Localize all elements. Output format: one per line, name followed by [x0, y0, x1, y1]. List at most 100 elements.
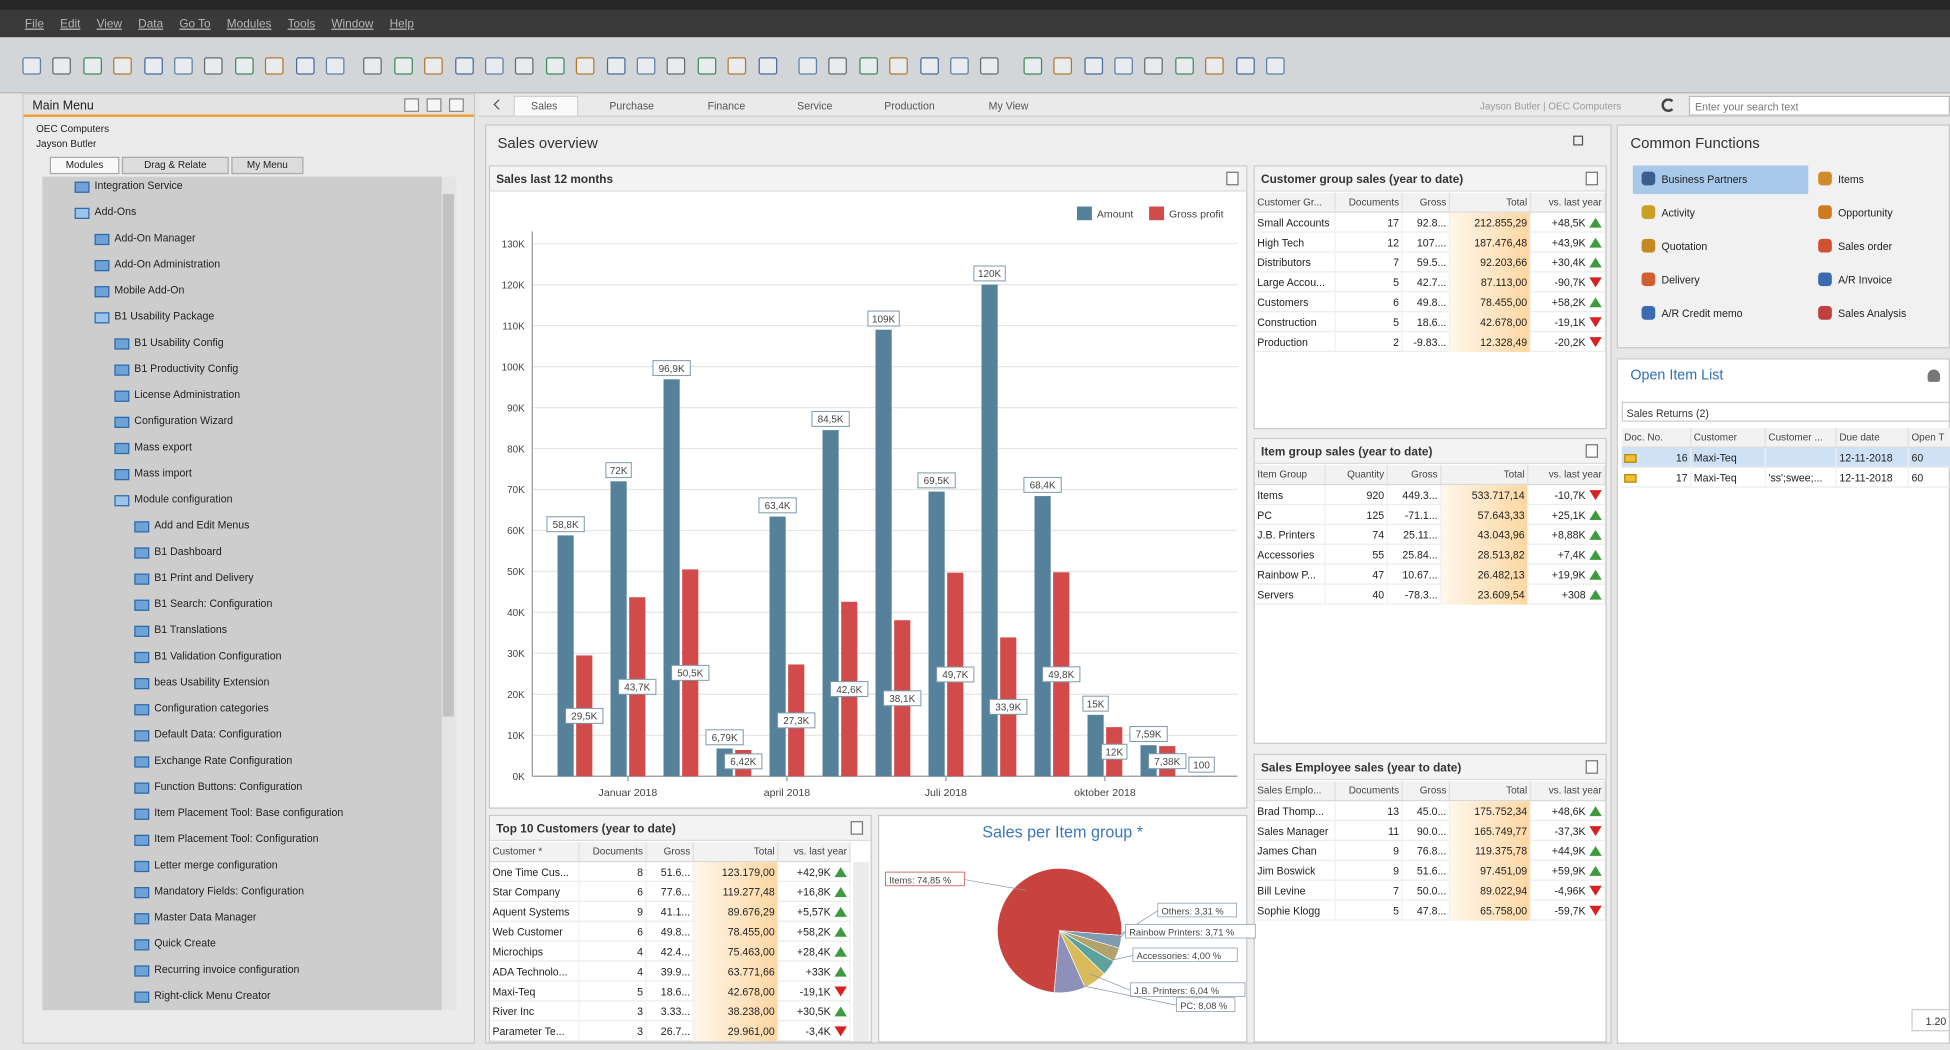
column-header[interactable]: Quantity: [1326, 465, 1388, 484]
menu-tree-item[interactable]: Integration Service: [94, 179, 183, 192]
menu-item[interactable]: Edit: [60, 16, 81, 31]
table-row[interactable]: PC 125 -71.1... 57.643,33 +25,1K: [1254, 505, 1606, 526]
function-link[interactable]: Opportunity: [1838, 206, 1893, 219]
table-row[interactable]: Large Accou... 5 42.7... 87.113,00 -90,7K: [1254, 272, 1606, 293]
function-link[interactable]: Activity: [1661, 206, 1695, 219]
menu-item[interactable]: Data: [138, 16, 164, 31]
menu-tree-item[interactable]: Function Buttons: Configuration: [154, 780, 303, 793]
column-header[interactable]: Total: [1450, 781, 1531, 800]
table-row[interactable]: 17 Maxi-Teq 'ss';swee;... 12-11-2018 60: [1621, 467, 1950, 488]
column-header[interactable]: vs. last year: [1528, 465, 1606, 484]
toolbar-icon[interactable]: [636, 57, 656, 75]
toolbar-icon[interactable]: [1144, 57, 1164, 75]
toolbar-icon[interactable]: [1266, 57, 1285, 75]
column-header[interactable]: Customer Gr...: [1255, 192, 1336, 212]
toolbar-icon[interactable]: [1205, 57, 1224, 75]
menu-item[interactable]: Window: [331, 16, 374, 31]
cockpit-tab[interactable]: Finance: [707, 99, 746, 112]
menu-tree-item[interactable]: Add-Ons: [94, 205, 137, 218]
function-link[interactable]: A/R Invoice: [1838, 273, 1893, 287]
table-row[interactable]: James Chan 9 76.8... 119.375,78 +44,9K: [1254, 840, 1606, 861]
cockpit-tab[interactable]: Sales: [531, 99, 558, 112]
column-header[interactable]: Documents: [580, 842, 647, 861]
menu-tree-item[interactable]: Right-click Menu Creator: [154, 989, 271, 1002]
toolbar-icon[interactable]: [667, 57, 686, 75]
column-header[interactable]: Item Group: [1255, 465, 1326, 484]
menu-tree-item[interactable]: Configuration categories: [154, 701, 269, 715]
column-header[interactable]: Customer: [1691, 427, 1766, 447]
menu-tree-item[interactable]: B1 Translations: [154, 623, 228, 636]
export-icon[interactable]: [1226, 171, 1239, 186]
menu-tab[interactable]: Drag & Relate: [121, 156, 229, 175]
toolbar-icon[interactable]: [859, 57, 878, 75]
menu-item[interactable]: Help: [389, 16, 414, 31]
toolbar-icon[interactable]: [798, 57, 818, 75]
table-row[interactable]: Parameter Te... 3 26.7... 29.961,00 -3,4K: [489, 1021, 851, 1042]
toolbar-icon[interactable]: [1053, 57, 1073, 75]
table-row[interactable]: Production 2 -9.83... 12.328,49 -20,2K: [1254, 332, 1606, 353]
refresh-icon[interactable]: [1661, 98, 1676, 112]
column-header[interactable]: Total: [694, 842, 779, 861]
user-icon[interactable]: [1927, 369, 1941, 382]
column-header[interactable]: Documents: [1336, 781, 1403, 800]
function-link[interactable]: Sales Analysis: [1838, 307, 1907, 320]
export-icon[interactable]: [1585, 444, 1599, 458]
table-row[interactable]: High Tech 12 107.... 187.476,48 +43,9K: [1254, 232, 1606, 253]
menu-tree-item[interactable]: Recurring invoice configuration: [154, 962, 300, 976]
toolbar-icon[interactable]: [234, 57, 254, 75]
menu-tree-item[interactable]: License Administration: [134, 388, 241, 401]
menu-tab[interactable]: My Menu: [231, 156, 304, 175]
export-icon[interactable]: [1585, 171, 1599, 186]
toolbar-icon[interactable]: [606, 57, 626, 75]
column-header[interactable]: Total: [1450, 192, 1531, 212]
menu-tree-item[interactable]: Add-On Manager: [114, 231, 196, 244]
toolbar-icon[interactable]: [265, 57, 284, 75]
toolbar-icon[interactable]: [1023, 57, 1042, 75]
toolbar-icon[interactable]: [1083, 57, 1103, 75]
menu-tree-item[interactable]: Mass export: [134, 440, 192, 453]
table-row[interactable]: J.B. Printers 74 25.11... 43.043,96 +8,88K: [1254, 525, 1606, 545]
function-link[interactable]: Sales order: [1838, 240, 1893, 253]
toolbar-icon[interactable]: [363, 57, 383, 75]
column-header[interactable]: Gross: [1388, 465, 1442, 484]
column-header[interactable]: Due date: [1837, 427, 1909, 447]
table-row[interactable]: Bill Levine 7 50.0... 89.022,94 -4,96K: [1254, 880, 1606, 901]
menu-item[interactable]: Go To: [179, 16, 211, 31]
close-button[interactable]: [448, 98, 464, 112]
toolbar-icon[interactable]: [828, 57, 848, 75]
menu-tree-item[interactable]: Mass import: [134, 466, 192, 479]
toolbar-icon[interactable]: [83, 57, 102, 75]
menu-tree-item[interactable]: B1 Print and Delivery: [154, 571, 254, 584]
menu-item[interactable]: View: [96, 16, 123, 31]
toolbar-icon[interactable]: [727, 57, 747, 75]
scroll-thumb[interactable]: [442, 194, 454, 717]
menu-tree-item[interactable]: beas Usability Extension: [154, 675, 270, 688]
column-header[interactable]: Gross: [647, 842, 694, 861]
filter-dropdown[interactable]: Sales Returns (2): [1621, 401, 1950, 422]
menu-tree-item[interactable]: Configuration Wizard: [134, 414, 234, 427]
column-header[interactable]: Customer *: [490, 842, 580, 861]
toolbar-icon[interactable]: [113, 57, 133, 75]
menu-tree-item[interactable]: Letter merge configuration: [154, 858, 278, 871]
toolbar-icon[interactable]: [424, 57, 443, 75]
menu-tree-item[interactable]: Quick Create: [154, 936, 216, 950]
toolbar-icon[interactable]: [1114, 57, 1133, 75]
restore-icon[interactable]: [1573, 135, 1584, 146]
export-icon[interactable]: [850, 821, 864, 835]
column-header[interactable]: vs. last year: [1531, 192, 1606, 212]
toolbar-icon[interactable]: [52, 57, 72, 75]
column-header[interactable]: Doc. No.: [1622, 427, 1692, 447]
menu-tab[interactable]: Modules: [49, 156, 120, 175]
minimize-button[interactable]: [404, 98, 420, 112]
column-header[interactable]: vs. last year: [1531, 781, 1606, 800]
table-row[interactable]: Distributors 7 59.5... 92.203,66 +30,4K: [1254, 252, 1606, 273]
toolbar-icon[interactable]: [1174, 57, 1194, 75]
menu-item[interactable]: Tools: [287, 16, 316, 31]
menu-tree-item[interactable]: B1 Dashboard: [154, 544, 222, 558]
toolbar-icon[interactable]: [143, 57, 163, 75]
column-header[interactable]: Open T: [1909, 428, 1950, 447]
toolbar-icon[interactable]: [950, 57, 969, 75]
table-row[interactable]: Items 920 449.3... 533.717,14 -10,7K: [1254, 485, 1606, 506]
menu-tree-item[interactable]: Module configuration: [134, 492, 233, 506]
toolbar-icon[interactable]: [919, 57, 939, 75]
